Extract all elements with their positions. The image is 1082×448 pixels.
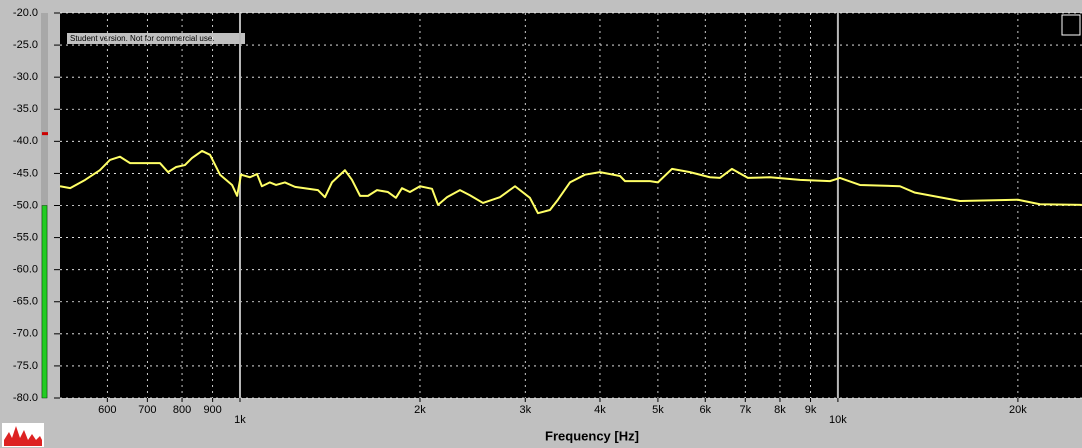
x-tick-label: 7k [739, 404, 751, 416]
peak-marker [42, 132, 48, 136]
x-tick-label: 8k [774, 404, 786, 416]
y-tick-label: -65.0 [13, 296, 38, 308]
x-tick-label: 3k [519, 404, 531, 416]
x-tick-label: 4k [594, 404, 606, 416]
y-tick-label: -35.0 [13, 103, 38, 115]
x-tick-label: 9k [805, 404, 817, 416]
x-tick-label: 10k [829, 414, 847, 426]
x-tick-label: 2k [414, 404, 426, 416]
y-tick-label: -50.0 [13, 199, 38, 211]
x-tick-label: 600 [98, 404, 116, 416]
y-tick-label: -70.0 [13, 328, 38, 340]
y-tick-label: -60.0 [13, 264, 38, 276]
series-line [59, 149, 1082, 215]
x-tick-label: 800 [173, 404, 191, 416]
lines [59, 149, 1082, 215]
y-tick-label: -40.0 [13, 135, 38, 147]
y-tick-label: -80.0 [13, 392, 38, 404]
logo-shape [4, 426, 42, 446]
x-tick-label: 6k [699, 404, 711, 416]
y-tick-label: -30.0 [13, 71, 38, 83]
corner-box [1061, 14, 1081, 36]
x-axis-title: Frequency [Hz] [545, 428, 639, 443]
annotation-box [67, 33, 245, 44]
x-tick-label: 1k [234, 414, 246, 426]
plot-layer: -20.0 -25.0 -30.0 -35.0 -40.0 -45.0 -50.0 -55.0… [13, 7, 1082, 426]
level-meter [41, 205, 48, 399]
y-tick-label: -75.0 [13, 360, 38, 372]
annotation: Student version. Not for commercial use. [70, 34, 215, 43]
y-tick-label: -45.0 [13, 167, 38, 179]
y-tick-label: -20.0 [13, 7, 38, 19]
y-tick-label: -55.0 [13, 231, 38, 243]
x-tick-label: 700 [138, 404, 156, 416]
x-tick-label: 900 [203, 404, 221, 416]
y-tick-label: -25.0 [13, 39, 38, 51]
x-tick-label: 5k [652, 404, 664, 416]
x-tick-label: 20k [1009, 404, 1027, 416]
logo [2, 423, 44, 447]
grid [60, 12, 1082, 399]
